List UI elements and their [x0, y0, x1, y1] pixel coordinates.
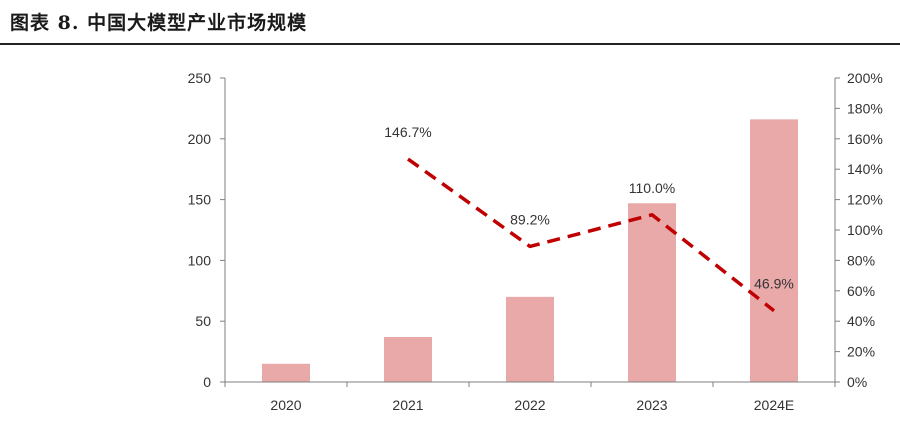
growth-label-2023: 110.0% [629, 180, 675, 196]
x-tick-label: 2024E [754, 397, 794, 413]
right-tick-label: 20% [847, 344, 875, 360]
left-tick-label: 200 [188, 131, 212, 147]
bar-2020 [262, 363, 310, 382]
right-tick-label: 80% [847, 252, 875, 268]
right-tick-label: 200% [847, 70, 883, 86]
right-tick-label: 120% [847, 192, 883, 208]
bar-2021 [384, 337, 432, 382]
right-tick-label: 180% [847, 100, 883, 116]
x-tick-label: 2021 [392, 397, 423, 413]
bar-2022 [506, 296, 554, 382]
x-axis-ticks: 2020 2021 2022 2023 2024E [224, 382, 836, 413]
left-tick-label: 100 [188, 252, 212, 268]
right-tick-label: 0% [847, 374, 867, 390]
bar-2024E [750, 119, 798, 383]
x-tick-label: 2020 [270, 397, 301, 413]
right-tick-label: 40% [847, 313, 875, 329]
left-tick-label: 250 [188, 70, 212, 86]
figure-title: 图表 8. 中国大模型产业市场规模 [10, 12, 308, 34]
right-axis-ticks: 0% 20% 40% 60% 80% 100% 120% 140% 160% 180% 200% [835, 70, 883, 390]
right-tick-label: 60% [847, 283, 875, 299]
left-tick-label: 150 [188, 192, 212, 208]
bar-series [262, 119, 798, 383]
bar-2023 [628, 203, 676, 382]
right-tick-label: 160% [847, 131, 883, 147]
right-tick-label: 100% [847, 222, 883, 238]
left-tick-label: 0 [203, 374, 211, 390]
growth-line [406, 157, 776, 313]
x-tick-label: 2022 [514, 397, 545, 413]
left-axis-ticks: 0 50 100 150 200 250 [188, 70, 225, 390]
growth-line-series [406, 157, 776, 313]
left-tick-label: 50 [195, 313, 211, 329]
x-tick-label: 2023 [636, 397, 667, 413]
right-tick-label: 140% [847, 161, 883, 177]
title-rule [0, 43, 900, 45]
growth-data-labels: 146.7% 89.2% 110.0% 46.9% [384, 124, 794, 292]
growth-label-2024E: 46.9% [754, 276, 794, 292]
growth-label-2021: 146.7% [384, 124, 431, 140]
growth-label-2022: 89.2% [510, 211, 550, 227]
